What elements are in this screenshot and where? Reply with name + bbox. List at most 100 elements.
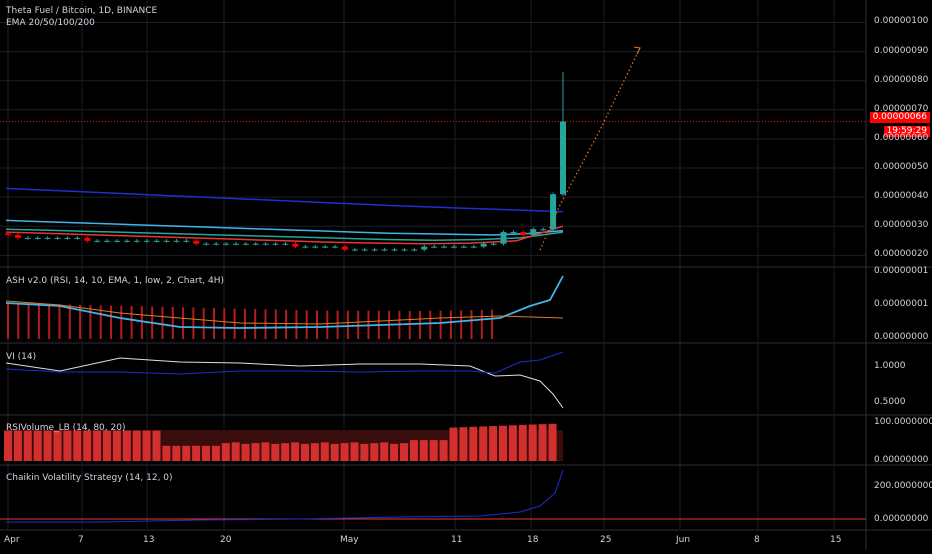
rsivolume-bar <box>548 423 557 461</box>
rsivolume-bar <box>291 442 300 461</box>
candle-body <box>242 243 249 245</box>
rsivolume-bar <box>251 443 260 461</box>
rsivolume-bar <box>132 430 141 461</box>
ema-line <box>5 225 564 245</box>
candle-body <box>361 249 368 251</box>
candle-body <box>371 249 378 251</box>
vi-plus-line <box>5 357 564 409</box>
rsivolume-bar <box>310 443 319 461</box>
rsivolume-bar <box>390 443 399 461</box>
price-tick-label: 0.00000080 <box>874 74 929 85</box>
ash-tick-label: 0.00000000 <box>874 332 929 342</box>
rsivolume-bar <box>400 443 408 461</box>
rsivolume-bar <box>73 430 82 461</box>
candle-body <box>123 240 130 242</box>
rsivolume-bar <box>370 443 379 461</box>
candle-body <box>540 229 547 231</box>
candle-body <box>104 240 111 242</box>
candle-body <box>203 243 210 245</box>
candle-body <box>550 194 557 230</box>
candle-body <box>272 243 279 245</box>
candle-body <box>223 243 230 245</box>
rsivolume-bar <box>429 440 438 461</box>
rsivolume-bar <box>261 442 270 461</box>
rsivolume-bar <box>281 443 290 461</box>
candle-body <box>54 237 61 239</box>
candle-body <box>381 249 388 251</box>
candle-body <box>490 243 497 245</box>
candle-body <box>114 240 121 242</box>
candle-body <box>282 243 289 245</box>
rsivolume-tick-label: 100.00000000 <box>874 417 932 427</box>
rsivolume-indicator-label[interactable]: RSIVolume_LB (14, 80, 20) <box>6 423 126 433</box>
chaikin-tick-label: 200.00000000 <box>874 481 932 491</box>
chaikin-indicator-label[interactable]: Chaikin Volatility Strategy (14, 12, 0) <box>6 473 173 483</box>
rsivolume-bar <box>439 440 448 461</box>
ash-tick-label: 0.00000001 <box>874 266 929 276</box>
x-tick-label: 15 <box>830 535 842 545</box>
ash-signal-line <box>5 300 564 325</box>
ash-indicator-label[interactable]: ASH v2.0 (RSI, 14, 10, EMA, 1, low, 2, C… <box>6 276 224 286</box>
price-tick-label: 0.00000020 <box>874 249 929 260</box>
rsivolume-bar <box>23 430 32 461</box>
rsivolume-bar <box>93 430 102 461</box>
ema-line <box>5 228 564 241</box>
rsivolume-bar <box>172 445 181 461</box>
candle-body <box>520 232 527 235</box>
rsivolume-bar <box>271 443 280 461</box>
rsivolume-bar <box>221 443 230 461</box>
rsivolume-bar <box>340 443 349 461</box>
candle-body <box>173 240 180 242</box>
rsivolume-bar <box>13 430 22 461</box>
x-tick-label: May <box>340 535 359 545</box>
candle-body <box>421 246 428 250</box>
rsivolume-bar <box>518 424 527 461</box>
x-tick-label: 20 <box>220 535 232 545</box>
candle-body <box>431 246 438 248</box>
rsivolume-bar <box>538 424 547 461</box>
candle-body <box>401 249 408 251</box>
projection-line <box>539 47 641 251</box>
chaikin-tick-label: 0.00000000 <box>874 514 929 524</box>
rsivolume-bar <box>83 430 92 461</box>
candle-body <box>441 246 448 248</box>
candle-body <box>500 232 507 244</box>
ema-indicator-label[interactable]: EMA 20/50/100/200 <box>6 18 95 28</box>
rsivolume-bar <box>112 430 121 461</box>
candle-body <box>510 232 517 234</box>
price-tick-label: 0.00000100 <box>874 16 929 27</box>
x-tick-label: 13 <box>143 535 155 545</box>
candle-body <box>193 240 200 244</box>
candle-body <box>480 243 487 247</box>
x-tick-label: Apr <box>4 535 20 545</box>
x-tick-label: 7 <box>78 535 84 545</box>
rsivolume-bar <box>182 445 191 461</box>
rsivolume-bar <box>380 442 389 461</box>
rsivolume-bar <box>53 430 62 461</box>
candle-body <box>351 249 358 251</box>
rsivolume-bar <box>479 426 488 461</box>
vi-indicator-label[interactable]: VI (14) <box>6 352 37 362</box>
candle-body <box>530 229 537 235</box>
candle-body <box>34 237 41 239</box>
candle-body <box>143 240 150 242</box>
rsivolume-bar <box>350 442 359 461</box>
rsivolume-bar <box>241 443 250 461</box>
candle-body <box>322 246 329 248</box>
candle-body <box>232 243 239 245</box>
rsivolume-bar <box>499 425 507 461</box>
projection-arrowhead <box>633 46 641 55</box>
candle-body <box>94 240 101 242</box>
candle-body <box>74 237 81 239</box>
rsivolume-bar <box>122 430 131 461</box>
rsivolume-bar <box>489 426 498 461</box>
symbol-title[interactable]: Theta Fuel / Bitcoin, 1D, BINANCE <box>6 6 158 16</box>
candle-body <box>24 237 31 239</box>
chaikin-line <box>6 469 564 523</box>
candle-body <box>341 246 348 250</box>
candle-body <box>84 237 91 241</box>
vi-tick-label: 0.5000 <box>874 397 906 407</box>
x-tick-label: 18 <box>527 535 539 545</box>
